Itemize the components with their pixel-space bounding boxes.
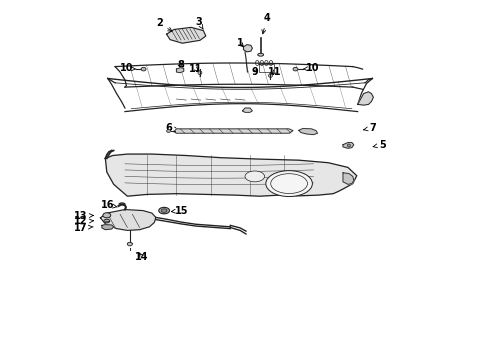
- Ellipse shape: [245, 171, 265, 182]
- Polygon shape: [358, 92, 373, 105]
- Text: 1: 1: [237, 38, 244, 48]
- Text: 15: 15: [172, 206, 188, 216]
- Polygon shape: [244, 45, 252, 52]
- Ellipse shape: [127, 242, 132, 246]
- Text: 5: 5: [373, 140, 386, 150]
- Text: 13: 13: [74, 211, 94, 221]
- Ellipse shape: [141, 67, 146, 71]
- Ellipse shape: [103, 213, 111, 218]
- Text: 4: 4: [262, 13, 270, 34]
- Text: 17: 17: [74, 222, 93, 233]
- Ellipse shape: [347, 144, 350, 147]
- Ellipse shape: [161, 209, 167, 212]
- Polygon shape: [105, 154, 357, 196]
- Ellipse shape: [266, 171, 313, 197]
- Text: 7: 7: [364, 123, 376, 133]
- Text: 9: 9: [251, 67, 258, 77]
- Text: 16: 16: [101, 200, 117, 210]
- Text: 8: 8: [177, 60, 184, 70]
- Text: 11: 11: [268, 67, 281, 77]
- Polygon shape: [100, 210, 156, 230]
- Text: 12: 12: [74, 216, 94, 226]
- Ellipse shape: [269, 74, 272, 77]
- Text: 6: 6: [166, 123, 178, 133]
- Polygon shape: [243, 108, 252, 112]
- Text: 2: 2: [156, 18, 172, 31]
- Polygon shape: [176, 68, 184, 73]
- Text: 10: 10: [303, 63, 319, 73]
- Ellipse shape: [104, 219, 110, 223]
- Text: 10: 10: [120, 63, 136, 73]
- Polygon shape: [167, 27, 206, 43]
- Text: 3: 3: [195, 17, 203, 30]
- Ellipse shape: [198, 71, 202, 75]
- Polygon shape: [343, 173, 354, 184]
- Ellipse shape: [159, 207, 170, 214]
- Ellipse shape: [293, 67, 298, 71]
- Text: 14: 14: [135, 252, 149, 262]
- Polygon shape: [174, 129, 293, 133]
- Ellipse shape: [258, 53, 264, 56]
- Polygon shape: [299, 129, 318, 135]
- Ellipse shape: [167, 130, 171, 132]
- Text: 11: 11: [189, 64, 203, 74]
- Polygon shape: [343, 143, 354, 148]
- Polygon shape: [102, 225, 114, 230]
